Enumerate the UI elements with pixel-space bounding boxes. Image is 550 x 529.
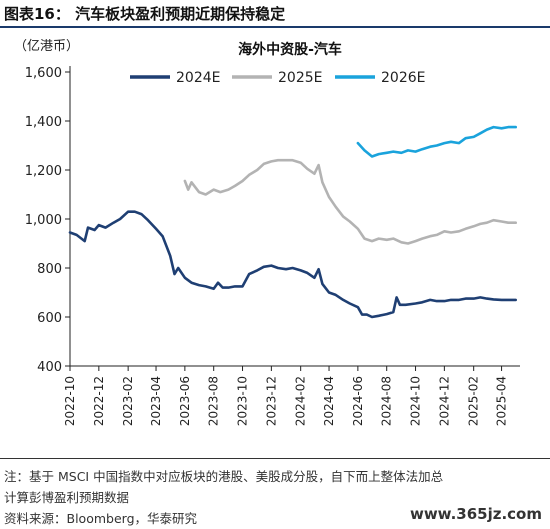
figure-label: 图表16： 汽车板块盈利预期近期保持稳定 xyxy=(4,5,286,23)
x-tick-label: 2024-06 xyxy=(351,376,365,426)
x-tick-label: 2024-04 xyxy=(322,376,336,426)
x-tick-label: 2022-10 xyxy=(63,376,77,426)
watermark: www.365jz.com xyxy=(409,505,542,523)
x-tick-label: 2023-02 xyxy=(121,376,135,426)
series-line-2024E xyxy=(68,210,517,319)
note-line-1: 注：基于 MSCI 中国指数中对应板块的港股、美股成分股，自下而上整体法加总 xyxy=(4,469,444,484)
x-axis: 2022-10 2022-12 2023-02 2023-04 2023-06 2023-… xyxy=(63,365,520,426)
chart-title: 海外中资股-汽车 xyxy=(238,41,342,58)
x-tick-label: 2024-02 xyxy=(294,376,308,426)
note-line-2: 计算彭博盈利预期数据 xyxy=(4,490,130,505)
x-tick-label: 2023-12 xyxy=(264,376,278,426)
legend-label-2024E: 2024E xyxy=(176,70,220,86)
x-tick-label: 2023-08 xyxy=(207,376,221,426)
series-line-2025E xyxy=(183,158,517,245)
source-note: 资料来源：Bloomberg，华泰研究 xyxy=(4,511,197,526)
legend: 2024E 2025E 2026E xyxy=(130,70,425,86)
legend-label-2025E: 2025E xyxy=(278,70,322,86)
y-tick-label: 1,200 xyxy=(25,164,62,179)
series-line-2026E xyxy=(356,125,517,158)
y-tick-label: 1,600 xyxy=(25,66,62,81)
y-tick-label: 800 xyxy=(37,262,62,277)
x-tick-label: 2025-02 xyxy=(467,376,481,426)
x-tick-label: 2023-10 xyxy=(236,376,250,426)
legend-label-2026E: 2026E xyxy=(381,70,425,86)
x-tick-label: 2024-08 xyxy=(380,376,394,426)
x-tick-label: 2023-06 xyxy=(178,376,192,426)
y-tick-label: 400 xyxy=(37,360,62,375)
x-tick-label: 2025-04 xyxy=(495,376,509,426)
series-lines xyxy=(68,125,517,319)
y-axis-unit-label: （亿港币） xyxy=(14,39,79,54)
x-tick-label: 2022-12 xyxy=(92,376,106,426)
y-tick-label: 1,000 xyxy=(25,213,62,228)
x-tick-label: 2023-04 xyxy=(149,376,163,426)
line-chart: 海外中资股-汽车 （亿港币） 400 600 800 1,000 1,200 1,400 1… xyxy=(14,39,520,426)
x-tick-label: 2024-10 xyxy=(409,376,423,426)
y-axis: 400 600 800 1,000 1,200 1,400 1,600 xyxy=(25,66,71,375)
figure-header: 图表16： 汽车板块盈利预期近期保持稳定 xyxy=(0,0,550,28)
footnote-divider xyxy=(0,458,550,459)
x-tick-label: 2024-12 xyxy=(437,376,451,426)
y-tick-label: 600 xyxy=(37,311,62,326)
y-tick-label: 1,400 xyxy=(25,115,62,130)
